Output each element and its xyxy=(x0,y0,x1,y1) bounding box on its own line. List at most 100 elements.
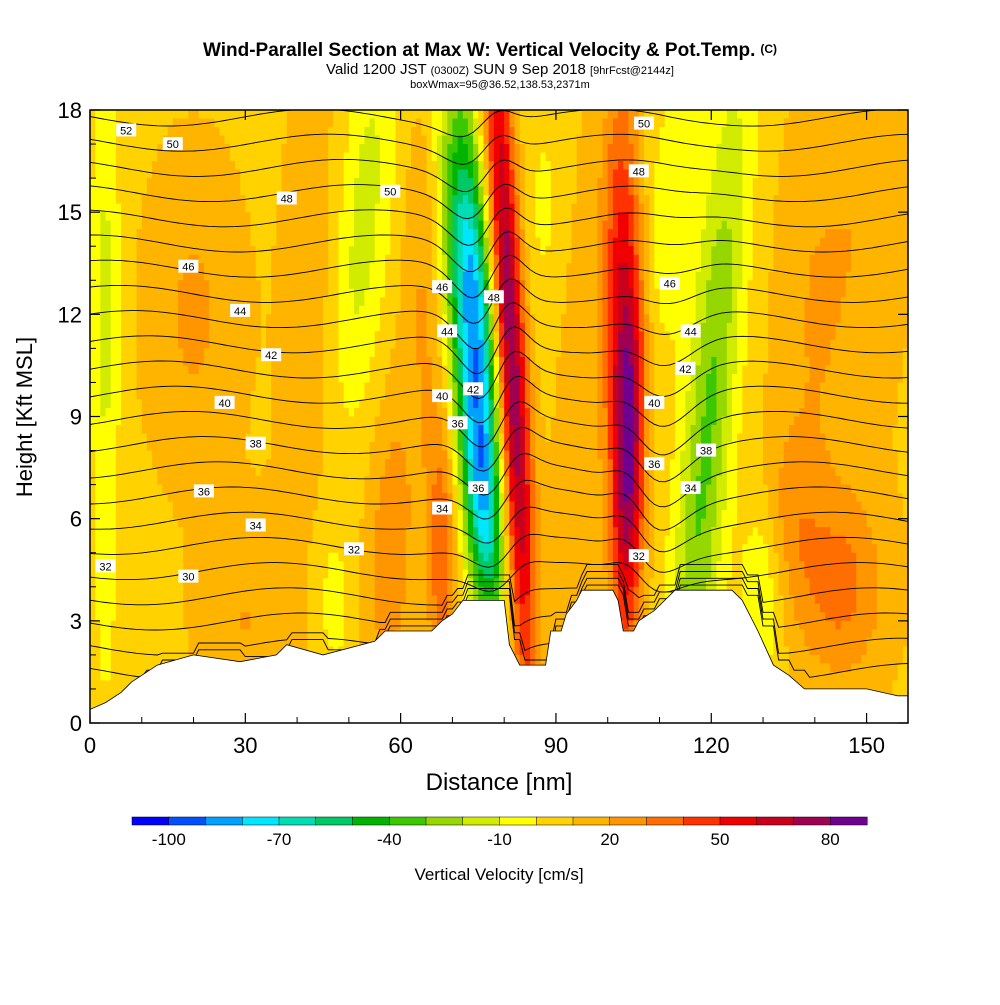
velocity-cell xyxy=(328,348,334,358)
velocity-cell xyxy=(152,365,158,375)
velocity-cell xyxy=(700,263,707,273)
velocity-cell xyxy=(281,331,288,341)
velocity-cell xyxy=(276,212,283,222)
velocity-cell xyxy=(545,220,552,230)
velocity-cell xyxy=(794,135,800,145)
velocity-cell xyxy=(291,280,298,290)
velocity-cell xyxy=(825,118,831,128)
velocity-cell xyxy=(763,127,769,137)
velocity-cell xyxy=(395,280,402,290)
velocity-cell xyxy=(545,169,552,179)
velocity-cell xyxy=(436,229,443,239)
velocity-cell xyxy=(623,314,630,324)
velocity-cell xyxy=(757,229,764,239)
velocity-cell xyxy=(659,339,666,349)
velocity-cell xyxy=(675,169,681,179)
velocity-cell xyxy=(493,127,500,137)
velocity-cell xyxy=(405,118,412,128)
velocity-cell xyxy=(188,305,195,315)
velocity-cell xyxy=(685,118,692,128)
velocity-cell xyxy=(167,203,174,213)
velocity-cell xyxy=(540,186,547,196)
velocity-cell xyxy=(882,365,888,375)
velocity-cell xyxy=(234,254,241,264)
velocity-cell xyxy=(768,331,774,341)
velocity-cell xyxy=(245,195,252,205)
velocity-cell xyxy=(442,288,448,298)
velocity-cell xyxy=(385,152,391,162)
velocity-cell xyxy=(483,118,490,128)
velocity-cell xyxy=(706,127,712,137)
velocity-cell xyxy=(307,339,314,349)
velocity-cell xyxy=(478,365,485,375)
velocity-cell xyxy=(861,271,868,281)
velocity-cell xyxy=(545,254,552,264)
velocity-cell xyxy=(690,203,697,213)
velocity-cell xyxy=(514,178,521,188)
velocity-cell xyxy=(638,246,645,256)
velocity-cell xyxy=(359,110,365,120)
velocity-cell xyxy=(742,271,749,281)
velocity-cell xyxy=(467,305,474,315)
velocity-cell xyxy=(654,314,661,324)
velocity-cell xyxy=(612,288,619,298)
velocity-cell xyxy=(830,314,837,324)
velocity-cell xyxy=(245,152,252,162)
velocity-cell xyxy=(845,314,852,324)
velocity-cell xyxy=(555,195,562,205)
velocity-cell xyxy=(338,280,345,290)
velocity-cell xyxy=(260,373,267,384)
velocity-cell xyxy=(214,348,221,358)
velocity-cell xyxy=(530,322,536,332)
velocity-cell xyxy=(514,331,521,341)
velocity-cell xyxy=(410,161,417,171)
velocity-cell xyxy=(115,246,122,256)
velocity-cell xyxy=(229,373,236,384)
velocity-cell xyxy=(768,288,774,298)
velocity-cell xyxy=(726,152,733,162)
velocity-cell xyxy=(731,127,738,137)
velocity-cell xyxy=(209,348,215,358)
velocity-cell xyxy=(343,331,350,341)
velocity-cell xyxy=(535,220,542,230)
velocity-cell xyxy=(535,271,542,281)
velocity-cell xyxy=(499,271,505,281)
velocity-cell xyxy=(669,178,676,188)
velocity-cell xyxy=(618,263,624,273)
velocity-cell xyxy=(535,280,542,290)
velocity-cell xyxy=(255,280,262,290)
velocity-cell xyxy=(876,246,883,256)
velocity-cell xyxy=(322,135,329,145)
velocity-cell xyxy=(742,110,749,120)
velocity-cell xyxy=(436,178,443,188)
velocity-cell xyxy=(794,144,800,154)
velocity-cell xyxy=(167,373,174,384)
velocity-cell xyxy=(871,195,878,205)
velocity-cell xyxy=(436,263,443,273)
velocity-cell xyxy=(400,237,407,247)
velocity-cell xyxy=(493,178,500,188)
velocity-cell xyxy=(121,339,127,349)
velocity-cell xyxy=(607,339,614,349)
velocity-cell xyxy=(359,127,365,137)
velocity-cell xyxy=(354,365,360,375)
velocity-cell xyxy=(731,144,738,154)
velocity-cell xyxy=(576,246,583,256)
velocity-cell xyxy=(581,152,588,162)
velocity-cell xyxy=(152,288,158,298)
velocity-cell xyxy=(602,220,609,230)
velocity-cell xyxy=(866,254,873,264)
velocity-cell xyxy=(902,348,908,358)
velocity-cell xyxy=(587,169,593,179)
velocity-cell xyxy=(819,178,826,188)
velocity-cell xyxy=(550,365,557,375)
velocity-cell xyxy=(804,229,811,239)
velocity-cell xyxy=(121,314,127,324)
velocity-cell xyxy=(250,263,257,273)
velocity-cell xyxy=(302,305,309,315)
velocity-cell xyxy=(809,339,816,349)
velocity-cell xyxy=(530,365,536,375)
velocity-cell xyxy=(819,280,826,290)
velocity-cell xyxy=(219,195,226,205)
velocity-cell xyxy=(90,144,96,154)
